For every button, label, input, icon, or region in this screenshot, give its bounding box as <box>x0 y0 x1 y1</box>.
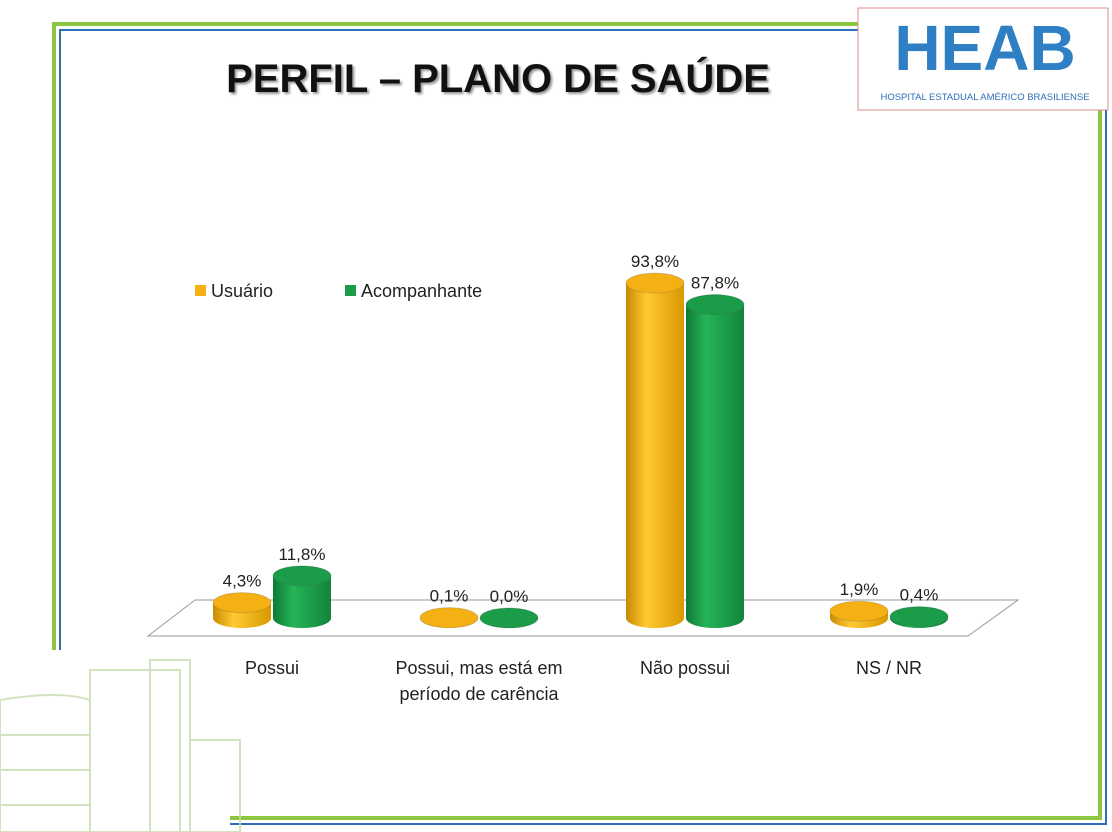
bar <box>686 305 744 628</box>
legend-label: Acompanhante <box>361 281 482 301</box>
data-label: 11,8% <box>279 545 326 564</box>
building <box>0 660 240 832</box>
bar-top <box>830 601 888 621</box>
data-label: 0,0% <box>490 587 529 606</box>
bar-top <box>420 608 478 628</box>
data-label: 4,3% <box>223 572 262 591</box>
x-tick-label: Possui <box>167 655 377 681</box>
data-label: 93,8% <box>631 252 679 271</box>
legend-label: Usuário <box>211 281 273 301</box>
data-label: 1,9% <box>840 580 879 599</box>
chart: HEAB HOSPITAL ESTADUAL AMÉRICO BRASILIEN… <box>0 0 1112 832</box>
x-tick-label: Possui, mas está em período de carência <box>374 655 584 707</box>
logo: HEAB HOSPITAL ESTADUAL AMÉRICO BRASILIEN… <box>858 8 1108 110</box>
legend-swatch <box>345 285 356 296</box>
bar-top <box>480 608 538 628</box>
chart-title: PERFIL – PLANO DE SAÚDE <box>226 55 770 101</box>
logo-subtitle: HOSPITAL ESTADUAL AMÉRICO BRASILIENSE <box>880 92 1089 103</box>
legend-swatch <box>195 285 206 296</box>
bar-top <box>213 593 271 613</box>
x-tick-label: NS / NR <box>784 655 994 681</box>
x-tick-label: Não possui <box>580 655 790 681</box>
bar-top <box>273 566 331 586</box>
data-label: 0,4% <box>900 586 939 605</box>
data-label: 0,1% <box>430 587 469 606</box>
bar <box>626 283 684 628</box>
logo-name: HEAB <box>894 12 1075 84</box>
bar-top <box>626 273 684 293</box>
data-label: 87,8% <box>691 274 739 293</box>
bar-top <box>890 607 948 627</box>
bar-top <box>686 295 744 315</box>
slide: {"logo": {"name": "HEAB", "subtitle": "H… <box>0 0 1112 832</box>
